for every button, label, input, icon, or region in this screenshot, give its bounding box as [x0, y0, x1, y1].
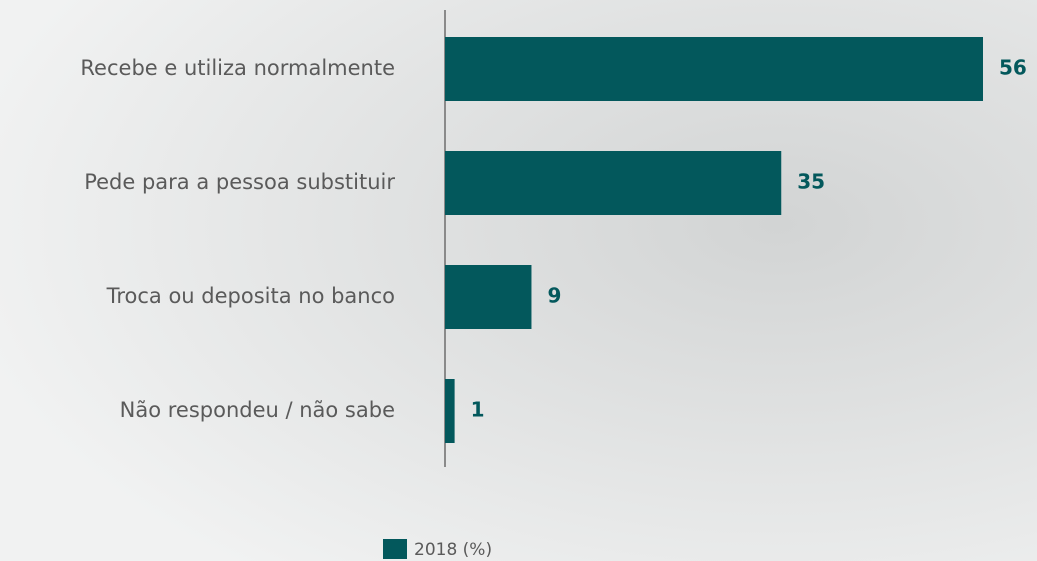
legend-swatch — [383, 539, 407, 559]
legend-label: 2018 (%) — [414, 540, 492, 560]
value-label: 56 — [999, 56, 1027, 80]
value-label: 35 — [797, 170, 825, 194]
category-label: Troca ou deposita no banco — [106, 284, 395, 308]
bar — [445, 379, 455, 443]
category-label: Pede para a pessoa substituir — [84, 170, 395, 194]
bar — [445, 265, 532, 329]
value-label: 1 — [471, 398, 485, 422]
bar — [445, 151, 782, 215]
category-label: Recebe e utiliza normalmente — [80, 56, 395, 80]
bar — [445, 37, 983, 101]
value-label: 9 — [547, 284, 561, 308]
category-label: Não respondeu / não sabe — [120, 398, 395, 422]
